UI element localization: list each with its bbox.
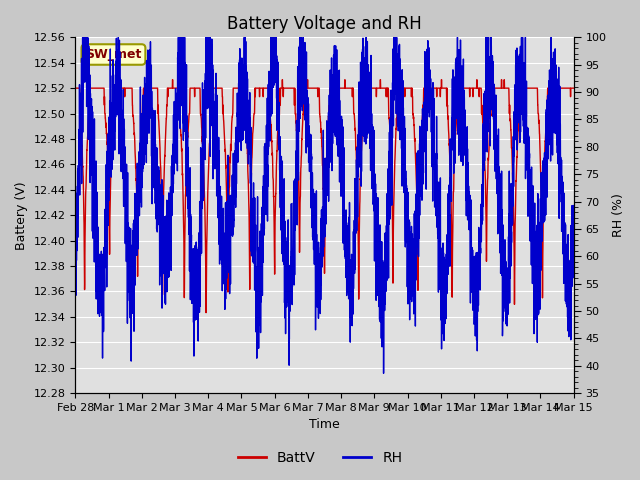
RH (486, 58, 493, 64)
RH (461, 120, 468, 126)
RH (570, 213, 577, 219)
Line: RH: RH (76, 37, 573, 373)
BattV (343, 85, 351, 91)
BattV (369, 85, 377, 91)
Legend: BattV, RH: BattV, RH (232, 445, 408, 471)
RH (79, 35, 86, 40)
RH (343, 248, 351, 254)
RH (72, 269, 79, 275)
BattV (202, 310, 210, 315)
X-axis label: Time: Time (309, 419, 340, 432)
BattV (486, 132, 493, 138)
Y-axis label: RH (%): RH (%) (612, 193, 625, 237)
RH (380, 371, 387, 376)
RH (369, 197, 377, 203)
Title: Battery Voltage and RH: Battery Voltage and RH (227, 15, 422, 33)
BattV (499, 85, 506, 91)
BattV (570, 85, 577, 91)
Text: SW_met: SW_met (85, 48, 141, 61)
RH (499, 239, 506, 245)
BattV (461, 85, 468, 91)
BattV (365, 77, 372, 83)
RH (175, 96, 182, 102)
Line: BattV: BattV (76, 80, 573, 312)
BattV (175, 85, 182, 91)
BattV (72, 85, 79, 91)
Y-axis label: Battery (V): Battery (V) (15, 181, 28, 250)
